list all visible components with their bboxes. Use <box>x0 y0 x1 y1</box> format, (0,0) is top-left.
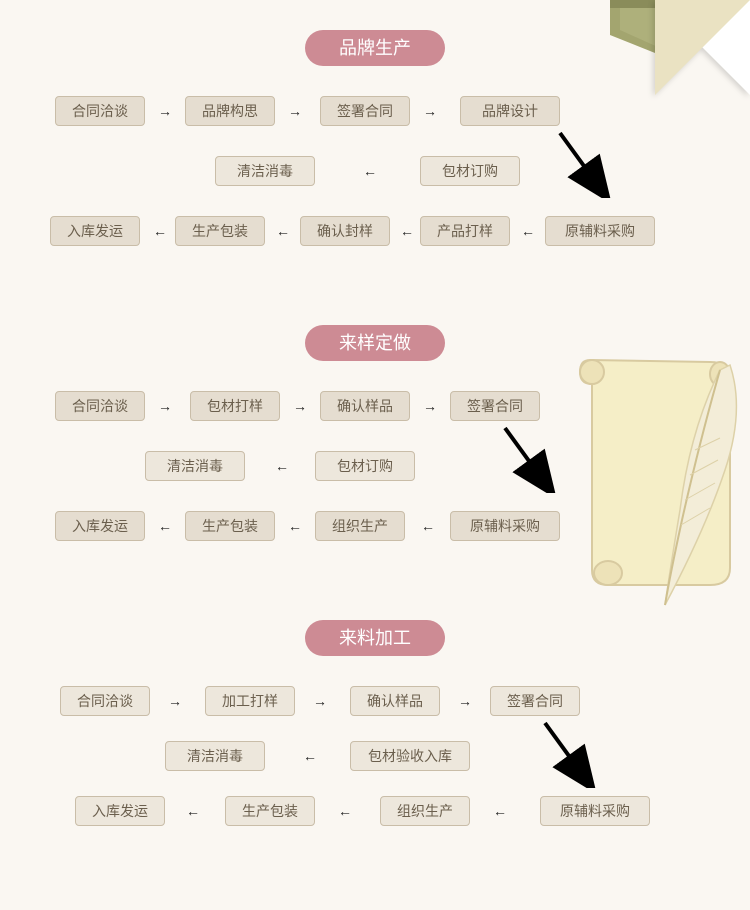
flow-node-b5: 清洁消毒 <box>215 156 315 186</box>
flow-node-m5: 清洁消毒 <box>165 741 265 771</box>
flow-node-s8: 生产包装 <box>185 511 275 541</box>
big-arrow-brand <box>555 128 615 198</box>
flow-arrow-material-6: ← <box>490 804 510 818</box>
section-title-brand: 品牌生产 <box>305 30 445 66</box>
flow-node-m6: 包材验收入库 <box>350 741 470 771</box>
flow-arrow-sample-1: → <box>290 399 310 413</box>
flow-arrow-brand-2: → <box>420 104 440 118</box>
section-title-sample: 来样定做 <box>305 325 445 361</box>
flow-arrow-material-4: ← <box>183 804 203 818</box>
flow-node-m9: 组织生产 <box>380 796 470 826</box>
flow-node-m3: 确认样品 <box>350 686 440 716</box>
flow-node-s9: 组织生产 <box>315 511 405 541</box>
flow-arrow-brand-3: ← <box>360 164 380 178</box>
flow-node-m8: 生产包装 <box>225 796 315 826</box>
flow-arrow-sample-3: ← <box>272 459 292 473</box>
flow-node-s10: 原辅料采购 <box>450 511 560 541</box>
flow-arrow-material-3: ← <box>300 749 320 763</box>
flow-node-s1: 合同洽谈 <box>55 391 145 421</box>
flow-node-m1: 合同洽谈 <box>60 686 150 716</box>
big-arrow-material <box>540 718 600 788</box>
flow-node-b4: 品牌设计 <box>460 96 560 126</box>
flow-canvas-material: 合同洽谈 加工打样 确认样品 签署合同清洁消毒 包材验收入库入库发运 生产包装 组织生产 原辅… <box>0 686 750 876</box>
flow-arrow-sample-0: → <box>155 399 175 413</box>
flow-node-b8: 生产包装 <box>175 216 265 246</box>
flow-arrow-material-5: ← <box>335 804 355 818</box>
flow-arrow-brand-5: ← <box>273 224 293 238</box>
flow-canvas-brand: 合同洽谈 品牌构思 签署合同 品牌设计清洁消毒 包材订购入库发运 生产包装 确认封样产品打样… <box>0 96 750 286</box>
flow-node-b11: 原辅料采购 <box>545 216 655 246</box>
flow-node-b1: 合同洽谈 <box>55 96 145 126</box>
flow-arrow-brand-7: ← <box>518 224 538 238</box>
flow-node-m2: 加工打样 <box>205 686 295 716</box>
flow-node-m4: 签署合同 <box>490 686 580 716</box>
flow-node-s3: 确认样品 <box>320 391 410 421</box>
flow-arrow-sample-6: ← <box>418 519 438 533</box>
flow-node-s4: 签署合同 <box>450 391 540 421</box>
flow-arrow-brand-1: → <box>285 104 305 118</box>
flow-node-b3: 签署合同 <box>320 96 410 126</box>
flow-arrow-sample-2: → <box>420 399 440 413</box>
flow-arrow-sample-4: ← <box>155 519 175 533</box>
flow-node-s7: 入库发运 <box>55 511 145 541</box>
section-material: 来料加工合同洽谈 加工打样 确认样品 签署合同清洁消毒 包材验收入库入库发运 生产包装 组织… <box>0 620 750 876</box>
section-sample: 来样定做合同洽谈 包材打样 确认样品 签署合同清洁消毒 包材订购入库发运 生产包装 组织生产… <box>0 325 750 581</box>
flow-node-b10: 产品打样 <box>420 216 510 246</box>
flow-node-b2: 品牌构思 <box>185 96 275 126</box>
flow-canvas-sample: 合同洽谈 包材打样 确认样品 签署合同清洁消毒 包材订购入库发运 生产包装 组织生产 原辅料采… <box>0 391 750 581</box>
flow-node-s2: 包材打样 <box>190 391 280 421</box>
section-title-material: 来料加工 <box>305 620 445 656</box>
section-brand: 品牌生产合同洽谈 品牌构思 签署合同 品牌设计清洁消毒 包材订购入库发运 生产包装 确认封样… <box>0 30 750 286</box>
flow-arrow-material-2: → <box>455 694 475 708</box>
flow-arrow-material-0: → <box>165 694 185 708</box>
flow-node-m10: 原辅料采购 <box>540 796 650 826</box>
flow-node-b9: 确认封样 <box>300 216 390 246</box>
flow-arrow-sample-5: ← <box>285 519 305 533</box>
flow-node-s5: 清洁消毒 <box>145 451 245 481</box>
flow-arrow-material-1: → <box>310 694 330 708</box>
flow-arrow-brand-0: → <box>155 104 175 118</box>
flow-arrow-brand-4: ← <box>150 224 170 238</box>
flow-node-b6: 包材订购 <box>420 156 520 186</box>
flow-arrow-brand-6: ← <box>397 224 417 238</box>
big-arrow-sample <box>500 423 560 493</box>
flow-node-b7: 入库发运 <box>50 216 140 246</box>
flow-node-m7: 入库发运 <box>75 796 165 826</box>
flow-node-s6: 包材订购 <box>315 451 415 481</box>
